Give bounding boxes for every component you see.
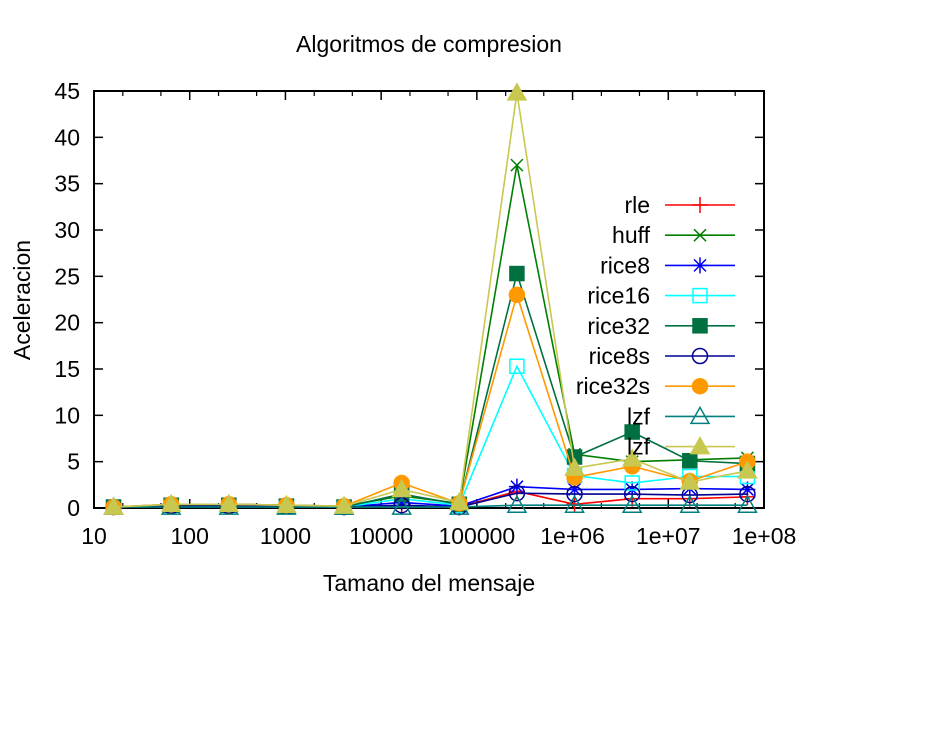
legend-marker: [692, 287, 708, 304]
legend-entry: rice32s: [576, 373, 735, 399]
legend-marker: [691, 377, 709, 395]
series-line: [113, 492, 748, 508]
x-tick-label: 100: [171, 523, 209, 549]
series-rice32-4: [105, 265, 756, 515]
data-point: [508, 484, 526, 502]
legend-marker: [689, 436, 711, 455]
legend-label: rice32: [587, 313, 650, 339]
legend-marker: [692, 318, 708, 334]
data-point: [391, 478, 412, 498]
legend-label: lzf: [627, 434, 651, 460]
data-point: [103, 496, 124, 515]
legend-marker: [693, 228, 707, 242]
y-tick-label: 5: [67, 449, 80, 475]
data-point: [510, 158, 524, 172]
data-point: [623, 485, 641, 503]
data-point: [566, 481, 583, 498]
legend: rle huff rice8 rice16 rice32 rice8s rice32s lzf…: [576, 192, 735, 460]
legend-entry: rle: [624, 192, 735, 218]
data-point: [737, 460, 758, 479]
data-point: [624, 424, 640, 440]
y-tick-label: 45: [54, 78, 80, 104]
x-tick-label: 10000: [349, 523, 413, 549]
x-tick-label: 1e+06: [540, 523, 605, 549]
legend-label: lzf: [627, 403, 651, 429]
plot-frame: [93, 90, 765, 509]
legend-label: rice8: [600, 252, 650, 278]
x-tick-label: 1e+08: [732, 523, 797, 549]
data-point: [160, 493, 182, 513]
legend-label: rice16: [587, 283, 650, 309]
series-lzf-8: [103, 82, 758, 515]
x-tick-label: 1e+07: [636, 523, 701, 549]
data-point: [391, 496, 412, 515]
legend-entry: rice8: [600, 252, 735, 278]
data-point: [739, 485, 756, 503]
y-tick-label: 30: [54, 217, 80, 243]
data-point: [739, 481, 756, 498]
data-point: [276, 494, 297, 513]
legend-label: rice8s: [589, 343, 650, 369]
legend-entry: rice32: [587, 313, 735, 339]
legend-marker: [689, 405, 711, 425]
legend-entry: rice8s: [589, 343, 735, 369]
data-point: [508, 286, 526, 304]
chart-title: Algoritmos de compresion: [296, 31, 562, 57]
x-axis-title: Tamano del mensaje: [323, 570, 535, 596]
data-point: [449, 491, 470, 511]
data-point: [679, 494, 701, 513]
data-point: [509, 265, 525, 282]
data-point: [679, 471, 701, 490]
data-point: [506, 494, 528, 513]
legend-entry: lzf: [627, 434, 735, 460]
y-tick-label: 40: [54, 124, 80, 150]
data-point: [682, 452, 698, 469]
data-point: [621, 448, 643, 467]
data-point: [393, 494, 410, 511]
data-point: [566, 485, 583, 503]
data-point: [564, 457, 585, 476]
series-line: [113, 504, 748, 508]
legend-entry: rice16: [587, 283, 735, 309]
y-tick-label: 15: [54, 356, 80, 382]
series-line: [113, 92, 748, 508]
series-huff-1: [107, 158, 754, 514]
data-point: [508, 478, 525, 495]
y-tick-label: 10: [54, 402, 80, 428]
data-point: [509, 358, 525, 374]
series-line: [113, 164, 748, 508]
data-point: [564, 494, 585, 513]
legend-label: rle: [624, 192, 650, 218]
data-point: [621, 494, 643, 513]
legend-label: rice32s: [576, 373, 650, 399]
series-rice16-3: [105, 358, 756, 515]
series-line: [113, 270, 748, 508]
x-tick-label: 100000: [438, 523, 515, 549]
data-point: [737, 494, 758, 513]
axes: 0 5 10 15 20 25 30 35 40 45 10 100 1000 10000 100000 1e…: [54, 78, 796, 549]
legend-entry: huff: [612, 222, 735, 248]
data-point: [218, 493, 240, 513]
data-point: [333, 495, 355, 514]
data-point: [506, 82, 528, 101]
y-tick-label: 20: [54, 310, 80, 336]
data-point: [624, 475, 640, 491]
x-tick-label: 1000: [260, 523, 311, 549]
series-layer: [103, 82, 758, 516]
legend-marker: [691, 347, 709, 365]
x-tick-label: 10: [81, 523, 107, 549]
legend-entry: lzf: [627, 403, 735, 429]
legend-marker: [692, 197, 708, 213]
legend-label: huff: [612, 222, 651, 248]
series-rice8-2: [105, 478, 756, 516]
y-tick-label: 0: [67, 495, 80, 521]
legend-marker: [692, 257, 708, 274]
y-axis-title: Aceleracion: [9, 240, 35, 360]
y-tick-label: 25: [54, 263, 80, 289]
series-line: [113, 292, 748, 508]
y-tick-label: 35: [54, 171, 80, 197]
series-line: [113, 364, 748, 508]
